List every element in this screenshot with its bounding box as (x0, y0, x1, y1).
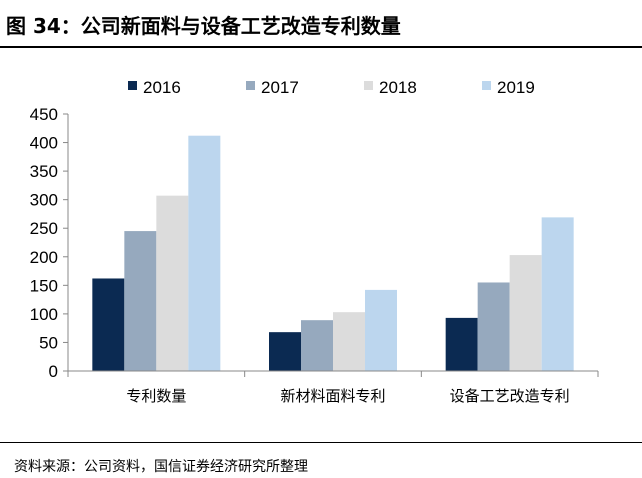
bar-2017-0 (124, 231, 157, 371)
y-axis: 0 50 100 150 200 250 300 350 400 450 (30, 105, 69, 381)
bars (92, 135, 574, 371)
bar-2019-0 (188, 135, 221, 371)
bar-2018-2 (509, 255, 542, 371)
figure-title: 图 34：公司新面料与设备工艺改造专利数量 (6, 14, 401, 38)
y-tick-label: 300 (30, 191, 58, 210)
bar-2016-0 (92, 278, 125, 371)
y-tick-label: 50 (39, 333, 58, 352)
legend-label: 2018 (379, 78, 417, 97)
legend-swatch (364, 81, 373, 90)
bar-2016-2 (445, 317, 478, 371)
y-tick-label: 200 (30, 248, 58, 267)
y-tick-label: 150 (30, 276, 58, 295)
bar-2018-0 (156, 195, 189, 371)
bar-2017-1 (301, 320, 333, 371)
bar-2017-2 (477, 282, 510, 371)
x-category-label: 设备工艺改造专利 (450, 387, 570, 405)
y-tick-label: 100 (30, 305, 58, 324)
x-category-label: 新材料面料专利 (280, 387, 385, 405)
legend-swatch (246, 81, 255, 90)
y-tick-label: 350 (30, 162, 58, 181)
legend-label: 2019 (497, 78, 535, 97)
bar-2016-1 (269, 332, 301, 371)
legend: 2016 2017 2018 2019 (128, 78, 535, 97)
bar-2019-2 (541, 217, 574, 371)
bar-2019-1 (365, 289, 397, 371)
legend-label: 2016 (143, 78, 181, 97)
legend-label: 2017 (261, 78, 299, 97)
legend-item-2016: 2016 (128, 78, 181, 97)
bar-chart: 2016 2017 2018 2019 0 50 100 150 200 250 300 350 40… (30, 78, 599, 405)
legend-item-2017: 2017 (246, 78, 299, 97)
title-rule (0, 46, 642, 48)
legend-swatch (128, 81, 137, 90)
y-tick-label: 0 (49, 362, 58, 381)
source-rule (0, 442, 642, 443)
legend-item-2018: 2018 (364, 78, 417, 97)
legend-swatch (482, 81, 491, 90)
source-note: 资料来源：公司资料，国信证券经济研究所整理 (14, 459, 308, 475)
y-tick-label: 250 (30, 219, 58, 238)
y-tick-label: 400 (30, 134, 58, 153)
bar-2018-1 (333, 312, 365, 371)
x-category-label: 专利数量 (126, 387, 186, 405)
legend-item-2019: 2019 (482, 78, 535, 97)
x-axis: 专利数量 新材料面料专利 设备工艺改造专利 (67, 370, 599, 405)
y-tick-label: 450 (30, 105, 58, 124)
